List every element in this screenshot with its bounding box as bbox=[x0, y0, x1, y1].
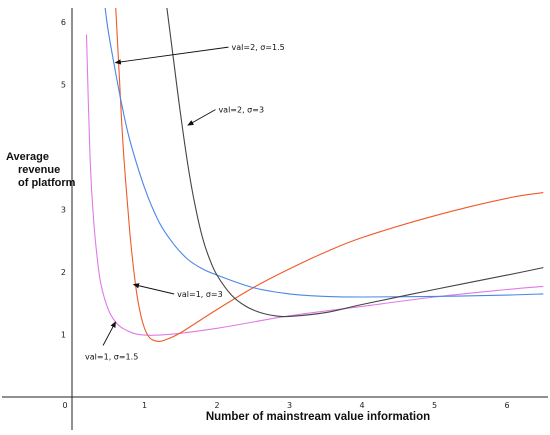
axes bbox=[2, 8, 548, 430]
y-axis-label-line: revenue bbox=[18, 164, 60, 176]
y-axis-label-line: Average bbox=[6, 151, 49, 163]
annotation-label: val=1, σ=3 bbox=[177, 290, 223, 299]
x-axis-label: Number of mainstream value information bbox=[206, 411, 430, 423]
annotation-arrow bbox=[132, 283, 175, 295]
annotation-arrow bbox=[187, 109, 216, 126]
annotation-arrow bbox=[114, 46, 229, 65]
y-tick-label: 3 bbox=[61, 206, 66, 215]
x-tick-label: 3 bbox=[287, 401, 292, 410]
series-group bbox=[85, 8, 544, 342]
x-tick-label: 4 bbox=[359, 401, 364, 410]
y-tick-label: 5 bbox=[61, 81, 66, 90]
y-axis-label: Average revenue of platform bbox=[6, 151, 76, 189]
series-line-4 bbox=[166, 8, 544, 318]
annotation-arrow bbox=[102, 321, 116, 346]
x-tick-label: 0 bbox=[62, 401, 67, 410]
y-tick-label: 2 bbox=[61, 268, 66, 277]
y-tick-label: 6 bbox=[61, 18, 66, 27]
y-axis-label-line: of platform bbox=[18, 177, 76, 189]
annotations: val=2, σ=1.5 val=2, σ=3 val=1, σ=3 val=1, σ… bbox=[85, 43, 285, 361]
annotation-label: val=1, σ=1.5 bbox=[85, 353, 138, 362]
annotation-label: val=2, σ=3 bbox=[218, 106, 264, 115]
tick-labels: 0 1 2 3 4 5 6 1 2 3 5 6 bbox=[61, 18, 510, 410]
x-tick-label: 1 bbox=[142, 401, 147, 410]
series-line-1 bbox=[85, 34, 544, 336]
x-tick-label: 2 bbox=[214, 401, 219, 410]
annotation-label: val=2, σ=1.5 bbox=[232, 43, 285, 52]
series-line-2 bbox=[115, 8, 544, 342]
series-line-3 bbox=[104, 8, 544, 298]
x-tick-label: 6 bbox=[504, 401, 509, 410]
x-tick-label: 5 bbox=[432, 401, 437, 410]
y-tick-label: 1 bbox=[61, 331, 66, 340]
